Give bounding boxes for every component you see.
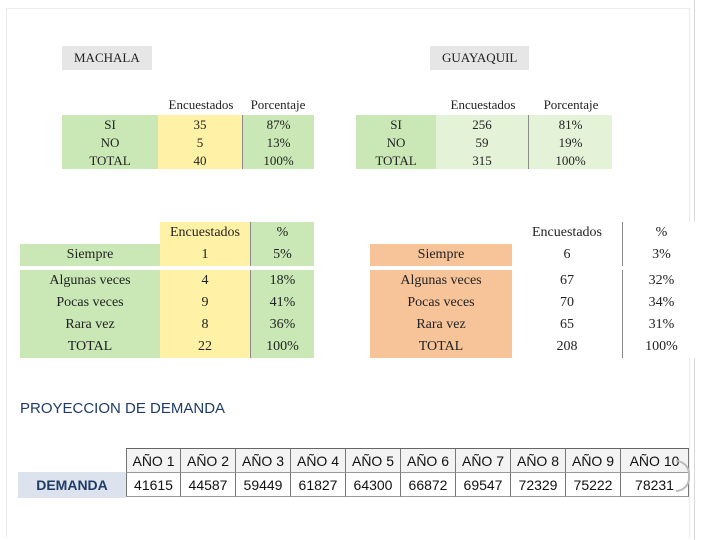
demand-value: 69547 — [456, 473, 511, 497]
guayaquil-t2-pct: 31% — [622, 314, 700, 336]
machala-t1-body: SI 35 87% NO 5 13% TOTAL 40 100% — [62, 115, 314, 169]
year-header: AÑO 8 — [511, 449, 566, 473]
guayaquil-t1-encuestados: 59 — [436, 133, 528, 151]
city-label-machala: MACHALA — [62, 46, 152, 70]
machala-t1-label: TOTAL — [62, 151, 158, 169]
guayaquil-t2-label: Pocas veces — [370, 292, 512, 314]
year-header: AÑO 1 — [126, 449, 181, 473]
demand-value: 75222 — [566, 473, 621, 497]
guayaquil-t1-header-encuestados: Encuestados — [450, 97, 516, 112]
guayaquil-t2-pct: 34% — [622, 292, 700, 314]
machala-t1-encuestados: 40 — [158, 151, 242, 169]
machala-t2-label: Siempre — [20, 244, 160, 266]
machala-t2-pct: 36% — [250, 314, 314, 336]
machala-t1-header-porcentaje: Porcentaje — [250, 97, 306, 112]
machala-t2-grid: Encuestados % Siempre 1 5% Algunas veces… — [20, 222, 314, 358]
guayaquil-t2-label: Algunas veces — [370, 270, 512, 292]
machala-t1-encuestados: 5 — [158, 133, 242, 151]
machala-t1-porcentaje: 87% — [242, 115, 314, 133]
proyeccion-title: PROYECCION DE DEMANDA — [20, 400, 226, 417]
machala-t2-label: TOTAL — [20, 336, 160, 358]
demand-value: 61827 — [291, 473, 346, 497]
machala-t2-gap — [250, 266, 314, 270]
guayaquil-t2-label: TOTAL — [370, 336, 512, 358]
machala-t2-header-encuestados: Encuestados — [160, 222, 250, 244]
machala-t2-encuestados: 1 — [160, 244, 250, 266]
year-header: AÑO 6 — [401, 449, 456, 473]
machala-t2-pct: 100% — [250, 336, 314, 358]
year-header: AÑO 7 — [456, 449, 511, 473]
guayaquil-t2-gap — [370, 266, 512, 270]
machala-t2-gap — [20, 266, 160, 270]
machala-t2-pct: 18% — [250, 270, 314, 292]
guayaquil-t2-header-blank — [370, 222, 512, 244]
guayaquil-t2-encuestados: 65 — [512, 314, 622, 336]
year-header: AÑO 9 — [566, 449, 621, 473]
year-header: AÑO 2 — [181, 449, 236, 473]
demand-value: 64300 — [346, 473, 401, 497]
machala-t1-porcentaje: 100% — [242, 151, 314, 169]
year-header: AÑO 3 — [236, 449, 291, 473]
machala-t1-header-encuestados: Encuestados — [168, 97, 234, 112]
proyeccion-table: AÑO 1 AÑO 2 AÑO 3 AÑO 4 AÑO 5 AÑO 6 AÑO … — [126, 448, 689, 497]
machala-t2-pct: 5% — [250, 244, 314, 266]
machala-t2-label: Algunas veces — [20, 270, 160, 292]
guayaquil-t2-grid: Encuestados % Siempre 6 3% Algunas veces… — [370, 222, 700, 358]
machala-t2-label: Rara vez — [20, 314, 160, 336]
year-header: AÑO 5 — [346, 449, 401, 473]
guayaquil-t1-porcentaje: 100% — [528, 151, 612, 169]
demand-value: 78231 — [621, 473, 689, 497]
guayaquil-t2-pct: 3% — [622, 244, 700, 266]
guayaquil-t1-label: TOTAL — [356, 151, 436, 169]
demand-value: 66872 — [401, 473, 456, 497]
guayaquil-t1-label: SI — [356, 115, 436, 133]
guayaquil-t2-header-pct: % — [622, 222, 700, 244]
demanda-row-label: DEMANDA — [18, 472, 126, 498]
guayaquil-t2-label: Siempre — [370, 244, 512, 266]
guayaquil-t1-encuestados: 256 — [436, 115, 528, 133]
machala-t2-encuestados: 8 — [160, 314, 250, 336]
machala-t2-encuestados: 22 — [160, 336, 250, 358]
guayaquil-t2-encuestados: 67 — [512, 270, 622, 292]
machala-t2-pct: 41% — [250, 292, 314, 314]
guayaquil-t2-header-encuestados: Encuestados — [512, 222, 622, 244]
machala-t2-encuestados: 9 — [160, 292, 250, 314]
machala-t2-header-blank — [20, 222, 160, 244]
guayaquil-t1-encuestados: 315 — [436, 151, 528, 169]
year-header: AÑO 4 — [291, 449, 346, 473]
machala-t1-label: SI — [62, 115, 158, 133]
demand-value: 41615 — [126, 473, 181, 497]
guayaquil-t1-header-porcentaje: Porcentaje — [543, 97, 599, 112]
demand-value: 72329 — [511, 473, 566, 497]
guayaquil-t1-label: NO — [356, 133, 436, 151]
machala-t1-porcentaje: 13% — [242, 133, 314, 151]
guayaquil-t1-porcentaje: 19% — [528, 133, 612, 151]
guayaquil-t1-body: SI 256 81% NO 59 19% TOTAL 315 100% — [356, 115, 612, 169]
guayaquil-t1-porcentaje: 81% — [528, 115, 612, 133]
guayaquil-t2-encuestados: 6 — [512, 244, 622, 266]
guayaquil-t2-encuestados: 208 — [512, 336, 622, 358]
machala-t2-gap — [160, 266, 250, 270]
machala-t2-header-pct: % — [250, 222, 314, 244]
guayaquil-t2-gap — [622, 266, 700, 270]
demand-value: 59449 — [236, 473, 291, 497]
guayaquil-t2-pct: 100% — [622, 336, 700, 358]
guayaquil-t2-encuestados: 70 — [512, 292, 622, 314]
city-label-guayaquil: GUAYAQUIL — [430, 46, 530, 70]
guayaquil-t2-label: Rara vez — [370, 314, 512, 336]
machala-t1-label: NO — [62, 133, 158, 151]
machala-t2-encuestados: 4 — [160, 270, 250, 292]
guayaquil-t2-pct: 32% — [622, 270, 700, 292]
guayaquil-t2-gap — [512, 266, 622, 270]
machala-t1-encuestados: 35 — [158, 115, 242, 133]
machala-t2-label: Pocas veces — [20, 292, 160, 314]
demand-value: 44587 — [181, 473, 236, 497]
